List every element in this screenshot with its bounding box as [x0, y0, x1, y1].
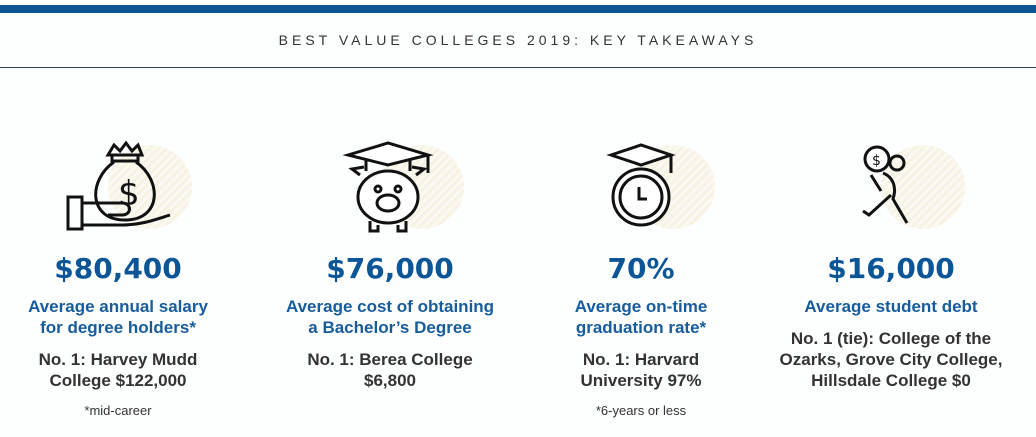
person-carrying-coin-icon: $: [761, 135, 1021, 240]
stat-value: 70%: [607, 252, 675, 285]
stat-value: $80,400: [54, 252, 182, 285]
money-bag-hand-icon: $: [0, 135, 248, 240]
page-title: BEST VALUE COLLEGES 2019: KEY TAKEAWAYS: [278, 32, 758, 48]
stat-value: $16,000: [827, 252, 955, 285]
stat-label: Average student debt: [804, 297, 978, 316]
stat-label: Average annual salary for degree holders*: [28, 297, 208, 337]
stat-top-college: No. 1: Harvey Mudd College $122,000: [38, 350, 198, 390]
piggy-bank-graduation-icon: [260, 135, 520, 240]
stat-top-college: No. 1 (tie): College of the Ozarks, Grove…: [779, 329, 1003, 390]
stat-top-college: No. 1: Berea College $6,800: [307, 350, 473, 390]
stat-label: Average on-time graduation rate*: [574, 297, 708, 337]
footnote: *mid-career: [84, 403, 152, 418]
stat-salary: $ $80,400 Average annual salary for degre…: [0, 135, 248, 418]
clock-graduation-icon: [511, 135, 771, 240]
stat-value: $76,000: [326, 252, 454, 285]
stat-top-college: No. 1: Harvard University 97%: [580, 350, 702, 390]
top-accent-bar: [0, 5, 1036, 13]
svg-text:$: $: [872, 153, 881, 169]
stat-label: Average cost of obtaining a Bachelor’s De…: [285, 297, 495, 337]
stat-cost: $76,000 Average cost of obtaining a Bache…: [260, 135, 520, 391]
footnote: *6-years or less: [595, 403, 687, 418]
stat-debt: $ $16,000 Average student debt No. 1 (ti…: [761, 135, 1021, 391]
stat-graduation: 70% Average on-time graduation rate* No. …: [511, 135, 771, 418]
divider: [0, 67, 1036, 68]
